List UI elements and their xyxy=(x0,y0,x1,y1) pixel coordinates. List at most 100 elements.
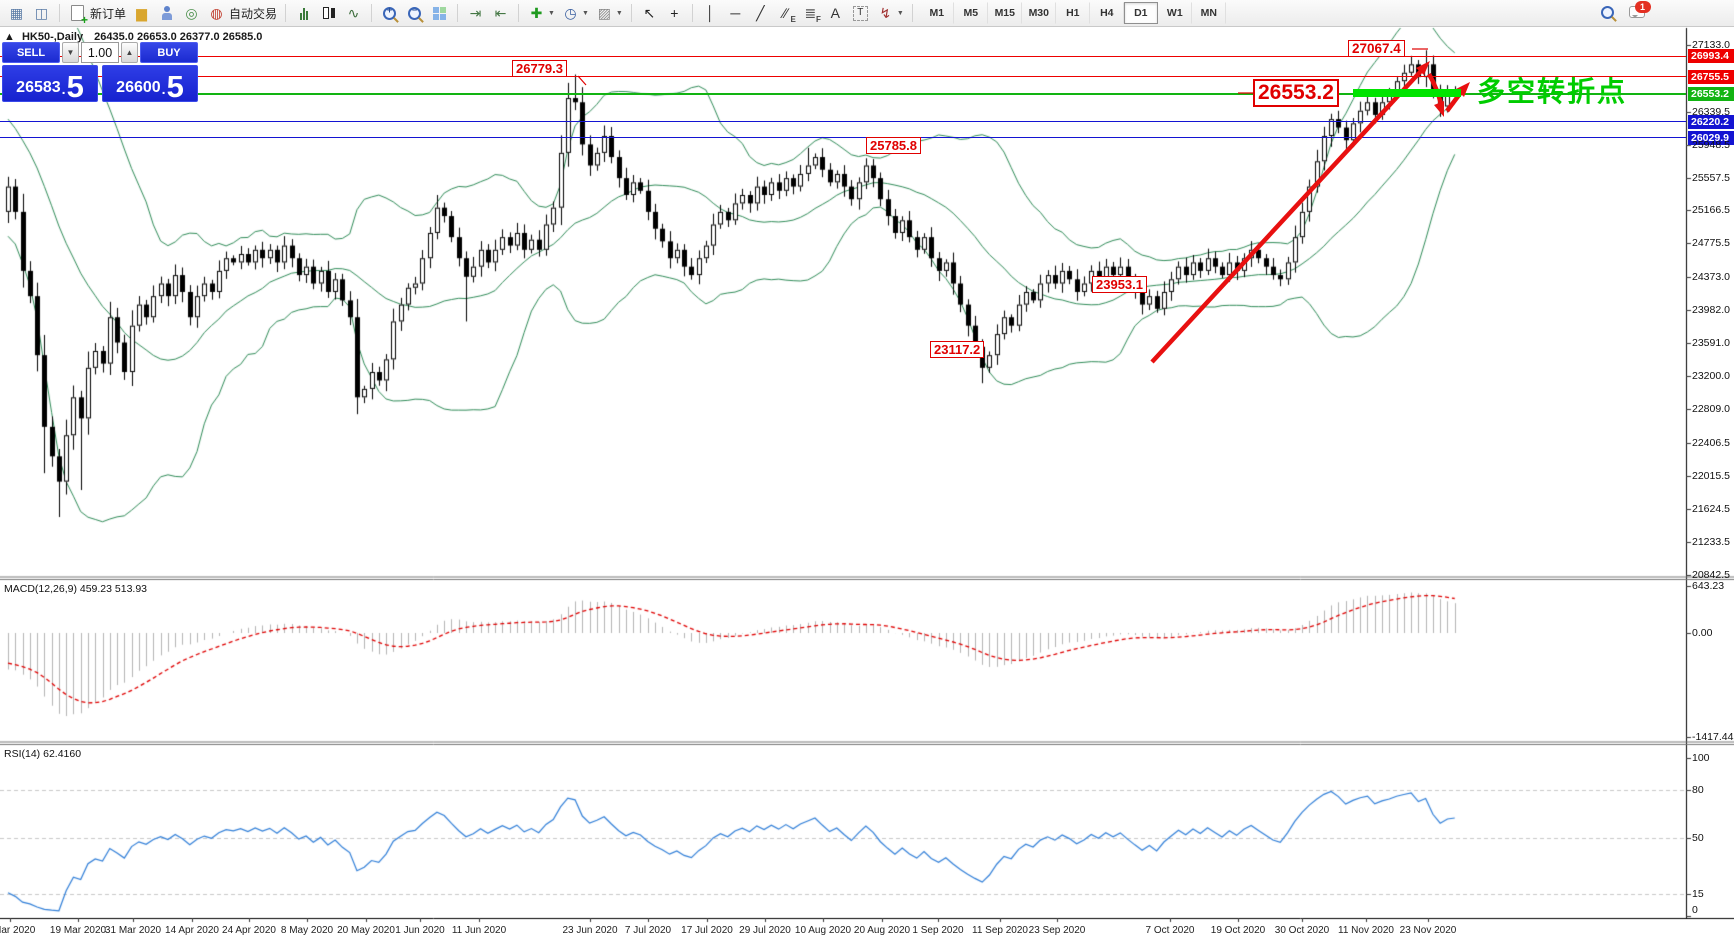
price-annotation-label[interactable]: 27067.4 xyxy=(1348,40,1405,57)
auto-scroll-icon[interactable]: ⇥ xyxy=(463,2,488,24)
signals-icon[interactable]: ◎ xyxy=(179,2,204,24)
timeframe-button-h4[interactable]: H4 xyxy=(1090,2,1124,24)
timeframe-button-mn[interactable]: MN xyxy=(1192,2,1226,24)
horizontal-level-line[interactable] xyxy=(0,55,1686,57)
horizontal-level-line[interactable] xyxy=(0,121,1686,123)
templates-icon[interactable]: ▨ ▼ xyxy=(592,2,626,24)
chat-bubble: 1 xyxy=(1628,1,1651,18)
text-label-icon: T xyxy=(851,3,870,23)
toolbar-separator xyxy=(630,4,632,22)
price-axis-tick: 20842.5 xyxy=(1692,568,1730,581)
date-axis-tick: 9 Mar 2020 xyxy=(0,925,36,936)
price-annotation-label[interactable]: 26553.2 xyxy=(1253,79,1339,107)
buy-price-dot: . xyxy=(161,81,166,97)
line-chart-icon[interactable]: ∿ xyxy=(341,2,366,24)
text-label-icon[interactable]: T xyxy=(848,2,873,24)
price-annotation-label[interactable]: 26779.3 xyxy=(512,60,567,77)
equidistant-channel-icon-sub: E xyxy=(790,15,796,24)
bar-chart-icon xyxy=(299,7,308,20)
new-order-icon[interactable]: 新订单 xyxy=(65,2,129,26)
gold-bars-icon[interactable]: ▆ xyxy=(129,2,154,24)
zoom-out-icon: − xyxy=(408,4,422,20)
periods-icon[interactable]: ◷ ▼ xyxy=(558,2,592,24)
timeframe-button-h1[interactable]: H1 xyxy=(1056,2,1090,24)
date-axis-tick: 11 Jun 2020 xyxy=(451,925,507,936)
price-annotation-label[interactable]: 23953.1 xyxy=(1092,276,1147,293)
text-icon[interactable]: A xyxy=(823,2,848,24)
auto-trading-icon[interactable]: ◍ 自动交易 xyxy=(204,2,280,24)
expert-advisor-icon[interactable] xyxy=(154,2,179,24)
chart-shift-icon[interactable]: ⇤ xyxy=(488,2,513,24)
price-level-badge: 26553.2 xyxy=(1688,86,1734,101)
sell-button[interactable]: SELL xyxy=(2,42,60,63)
timeframe-button-m15[interactable]: M15 xyxy=(988,2,1022,24)
volume-decrease-button[interactable]: ▼ xyxy=(62,42,79,63)
date-axis-tick: 17 Jul 2020 xyxy=(681,925,733,936)
auto-scroll-icon: ⇥ xyxy=(469,5,482,21)
price-level-badge: 26220.2 xyxy=(1688,114,1734,129)
buy-button[interactable]: BUY xyxy=(140,42,198,63)
date-axis-tick: 19 Mar 2020 xyxy=(49,925,107,936)
text-icon: A xyxy=(830,5,841,21)
window-preview-icon[interactable]: ◫ xyxy=(29,2,54,24)
toolbar-separator xyxy=(518,4,520,22)
volume-input[interactable]: 1.00 xyxy=(81,42,119,63)
tile xyxy=(440,13,447,20)
horizontal-line-icon[interactable]: ─ xyxy=(723,2,748,24)
dropdown-arrow-icon[interactable]: ▼ xyxy=(581,9,589,17)
timeframe-button-m1[interactable]: M1 xyxy=(920,2,954,24)
expert-advisor-icon xyxy=(157,3,176,23)
horizontal-level-line[interactable] xyxy=(0,137,1686,139)
rsi-indicator-label: RSI(14) 62.4160 xyxy=(4,748,82,760)
macd-axis-tick: 643.23 xyxy=(1692,579,1725,592)
fibonacci-icon[interactable]: ≣ F xyxy=(798,2,823,24)
tile-windows-icon xyxy=(433,6,447,20)
dropdown-arrow-icon[interactable]: ▼ xyxy=(896,9,904,17)
date-axis-tick: 20 May 2020 xyxy=(337,925,395,936)
timeframe-button-d1[interactable]: D1 xyxy=(1123,2,1158,24)
collapse-arrow-icon[interactable]: ▲ xyxy=(4,31,15,43)
cursor-icon[interactable]: ↖ xyxy=(637,2,662,24)
price-annotation-label[interactable]: 25785.8 xyxy=(866,137,921,154)
dropdown-arrow-icon[interactable]: ▼ xyxy=(548,9,555,17)
expert-advisor-icon xyxy=(161,6,173,20)
sell-price-display[interactable]: 26583 . 5 xyxy=(2,65,98,102)
zoom-out-icon[interactable]: − xyxy=(402,2,427,24)
arrows-tool-icon: ↯ xyxy=(879,5,892,21)
date-axis-tick: 7 Jul 2020 xyxy=(624,925,672,936)
horizontal-level-line[interactable] xyxy=(0,93,1686,96)
zoom-out-icon: − xyxy=(405,3,424,23)
timeframe-button-m5[interactable]: M5 xyxy=(954,2,988,24)
equidistant-channel-icon: ∕∕ E xyxy=(783,5,796,24)
zoom-in-icon[interactable]: + xyxy=(377,2,402,24)
horizontal-level-line[interactable] xyxy=(0,76,1686,78)
crosshair-icon[interactable]: + xyxy=(662,2,687,24)
timeframe-button-m30[interactable]: M30 xyxy=(1022,2,1056,24)
price-level-badge: 26993.4 xyxy=(1688,49,1734,64)
buy-price-main: 26600 xyxy=(116,79,161,96)
tile-windows-icon[interactable] xyxy=(427,2,452,24)
bar xyxy=(302,7,305,20)
toolbar-separator xyxy=(457,4,459,22)
candlestick-chart-icon[interactable] xyxy=(316,2,341,24)
bar-chart-icon[interactable] xyxy=(291,2,316,24)
search-icon[interactable] xyxy=(1598,2,1617,22)
price-annotation-label[interactable]: 23117.2 xyxy=(930,341,985,358)
turning-point-annotation[interactable]: 多空转折点 xyxy=(1477,76,1628,107)
buy-price-display[interactable]: 26600 . 5 xyxy=(102,65,198,102)
support-zone-bar[interactable] xyxy=(1353,89,1461,97)
zoom-out-icon-sign: − xyxy=(411,4,418,15)
volume-increase-button[interactable]: ▲ xyxy=(121,42,138,63)
candle-up xyxy=(322,7,329,19)
indicators-icon[interactable]: ✚ ▼ xyxy=(524,2,558,24)
dropdown-arrow-icon[interactable]: ▼ xyxy=(615,9,623,17)
price-axis-tick: 22406.5 xyxy=(1692,437,1730,450)
chat-icon[interactable]: 1 xyxy=(1627,1,1651,22)
arrows-tool-icon[interactable]: ↯ ▼ xyxy=(873,2,907,24)
equidistant-channel-icon[interactable]: ∕∕ E xyxy=(773,2,798,24)
timeframe-button-w1[interactable]: W1 xyxy=(1158,2,1192,24)
charts-list-icon[interactable]: ▦ xyxy=(4,2,29,24)
vertical-line-icon[interactable]: │ xyxy=(698,2,723,24)
trendline-icon[interactable]: ╱ xyxy=(748,2,773,24)
